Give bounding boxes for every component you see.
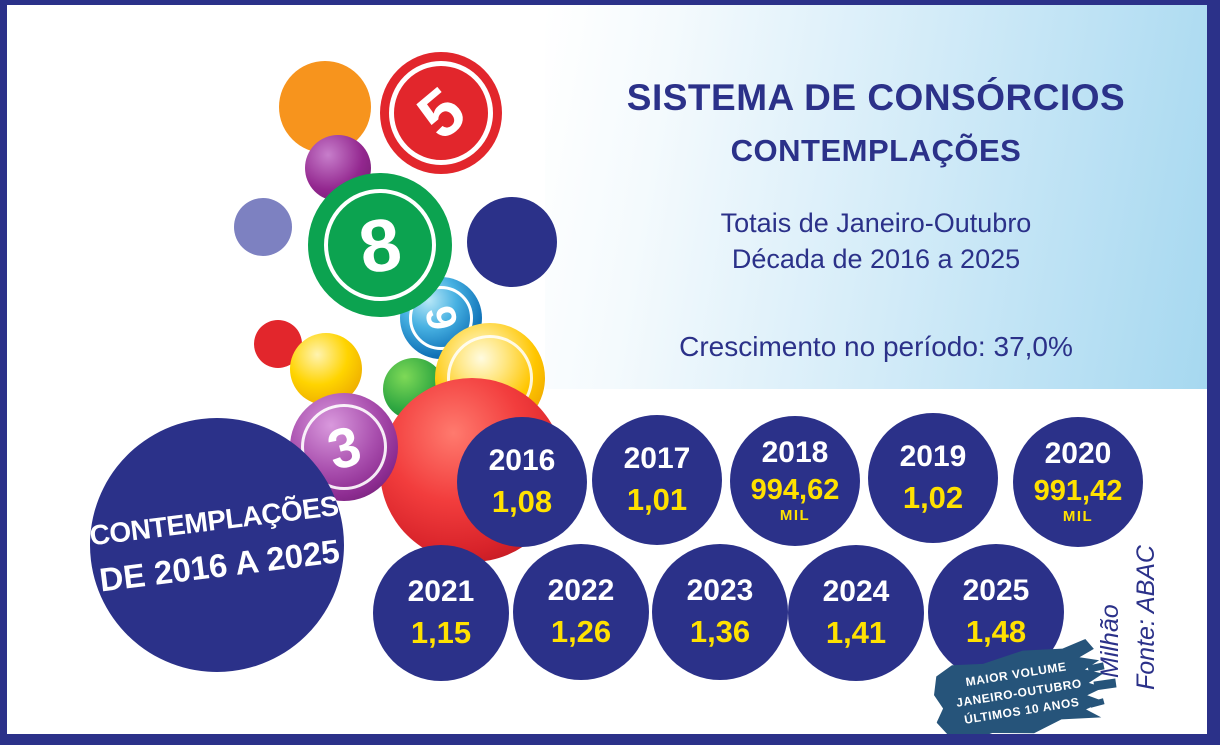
year-label: 2021 (407, 575, 475, 609)
periwinkle-ball-icon (234, 198, 292, 256)
lottery-ball-8-icon: 8 (308, 173, 452, 317)
year-value: 1,02 (902, 480, 964, 516)
year-bubble-2022: 2022 1,26 (513, 544, 649, 680)
year-label: 2018 (761, 436, 829, 470)
title-line2: CONTEMPLAÇÕES (730, 133, 1022, 168)
subtitle-decade: Década de 2016 a 2025 (731, 244, 1021, 274)
year-bubble-2018: 2018 994,62 MIL (730, 416, 860, 546)
subtitle-period: Totais de Janeiro-Outubro (720, 208, 1032, 238)
year-label: 2024 (822, 575, 890, 609)
year-bubble-2021: 2021 1,15 (373, 545, 509, 681)
year-label: 2016 (488, 444, 556, 478)
year-bubble-2024: 2024 1,41 (788, 545, 924, 681)
year-bubble-2023: 2023 1,36 (652, 544, 788, 680)
year-value: 1,01 (626, 482, 688, 518)
year-value: 1,36 (689, 614, 751, 650)
ball-8-ring-icon (324, 189, 436, 301)
ball-3-ring-icon (301, 404, 387, 490)
year-bubble-2019: 2019 1,02 (868, 413, 998, 543)
growth-label: Crescimento no período: 37,0% (679, 331, 1073, 362)
year-value: 1,15 (410, 615, 472, 651)
year-label: 2025 (962, 574, 1030, 608)
year-label: 2019 (899, 440, 967, 474)
year-label: 2020 (1044, 437, 1112, 471)
title-line1: SISTEMA DE CONSÓRCIOS (626, 77, 1126, 118)
year-unit: MIL (1062, 508, 1094, 526)
ball-9-ring-icon (409, 286, 473, 350)
ball-8-number: 8 (353, 201, 407, 289)
year-bubble-2017: 2017 1,01 (592, 415, 722, 545)
dark-blue-ball-icon (467, 197, 557, 287)
ball-5-ring-icon (389, 61, 493, 165)
year-value: 1,41 (825, 615, 887, 651)
year-bubble-2016: 2016 1,08 (457, 417, 587, 547)
year-unit: MIL (779, 507, 811, 525)
year-value: 1,08 (491, 484, 553, 520)
year-value: 1,48 (965, 614, 1027, 650)
unit-label: Milhão (1096, 604, 1124, 678)
brush-splatter-icon (1093, 678, 1117, 691)
year-value: 991,42 (1033, 475, 1123, 508)
year-value: 1,26 (550, 614, 612, 650)
year-label: 2017 (623, 442, 691, 476)
year-value: 994,62 (750, 474, 840, 507)
lottery-ball-5-icon: 5 (380, 52, 502, 174)
year-label: 2023 (686, 574, 754, 608)
year-label: 2022 (547, 574, 615, 608)
source-label: Fonte: ABAC (1132, 545, 1160, 690)
year-bubble-2020: 2020 991,42 MIL (1013, 417, 1143, 547)
header-panel: SISTEMA DE CONSÓRCIOS CONTEMPLAÇÕES Tota… (545, 5, 1207, 389)
